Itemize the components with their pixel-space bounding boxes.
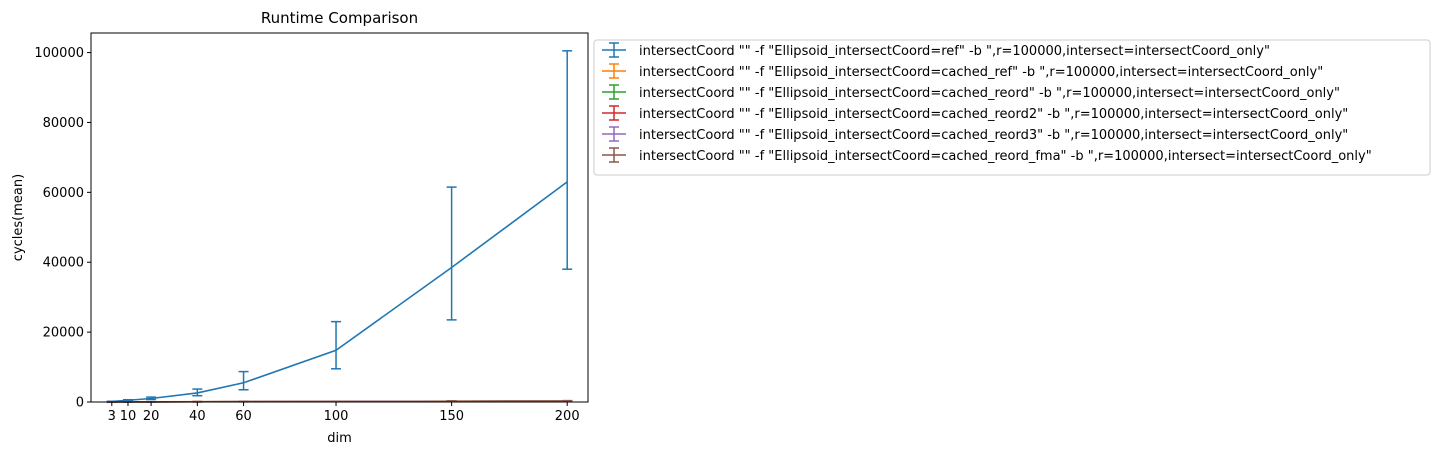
- y-tick-label: 20000: [43, 326, 84, 341]
- chart-title: Runtime Comparison: [261, 9, 418, 27]
- y-tick-label: 40000: [43, 256, 84, 271]
- x-tick-label: 60: [235, 409, 252, 424]
- legend-item: intersectCoord "" -f "Ellipsoid_intersec…: [602, 126, 1348, 143]
- x-tick-label: 10: [120, 409, 137, 424]
- legend-item: intersectCoord "" -f "Ellipsoid_intersec…: [602, 84, 1340, 101]
- series-1: [106, 50, 573, 403]
- legend-label: intersectCoord "" -f "Ellipsoid_intersec…: [639, 149, 1372, 164]
- x-tick-label: 40: [189, 409, 206, 424]
- x-tick-label: 100: [324, 409, 349, 424]
- y-tick-label: 0: [76, 396, 84, 411]
- series-line: [111, 181, 568, 403]
- plot-area: 3 10 20 40 60 100 150 200 0 20000 40000 60000 80000 1…: [34, 32, 589, 424]
- legend-label: intersectCoord "" -f "Ellipsoid_intersec…: [639, 128, 1348, 143]
- legend-box: [593, 39, 1431, 176]
- legend-label: intersectCoord "" -f "Ellipsoid_intersec…: [639, 65, 1323, 80]
- y-tick-label: 80000: [43, 116, 84, 131]
- legend-item: intersectCoord "" -f "Ellipsoid_intersec…: [602, 42, 1270, 59]
- x-tick-label: 150: [439, 409, 464, 424]
- legend: intersectCoord "" -f "Ellipsoid_intersec…: [593, 39, 1431, 176]
- legend-label: intersectCoord "" -f "Ellipsoid_intersec…: [639, 86, 1340, 101]
- x-axis-label: dim: [327, 431, 352, 446]
- x-tick-label: 20: [143, 409, 160, 424]
- plot-frame: [90, 32, 589, 403]
- y-tick-label: 60000: [43, 186, 84, 201]
- x-tick-label: 200: [555, 409, 580, 424]
- y-axis-label: cycles(mean): [11, 174, 26, 261]
- legend-item: intersectCoord "" -f "Ellipsoid_intersec…: [602, 63, 1323, 80]
- y-tick-label: 100000: [34, 46, 84, 61]
- legend-item: intersectCoord "" -f "Ellipsoid_intersec…: [602, 147, 1372, 164]
- legend-label: intersectCoord "" -f "Ellipsoid_intersec…: [639, 44, 1270, 59]
- x-tick-label: 3: [108, 409, 116, 424]
- legend-item: intersectCoord "" -f "Ellipsoid_intersec…: [602, 105, 1348, 122]
- legend-label: intersectCoord "" -f "Ellipsoid_intersec…: [639, 107, 1348, 122]
